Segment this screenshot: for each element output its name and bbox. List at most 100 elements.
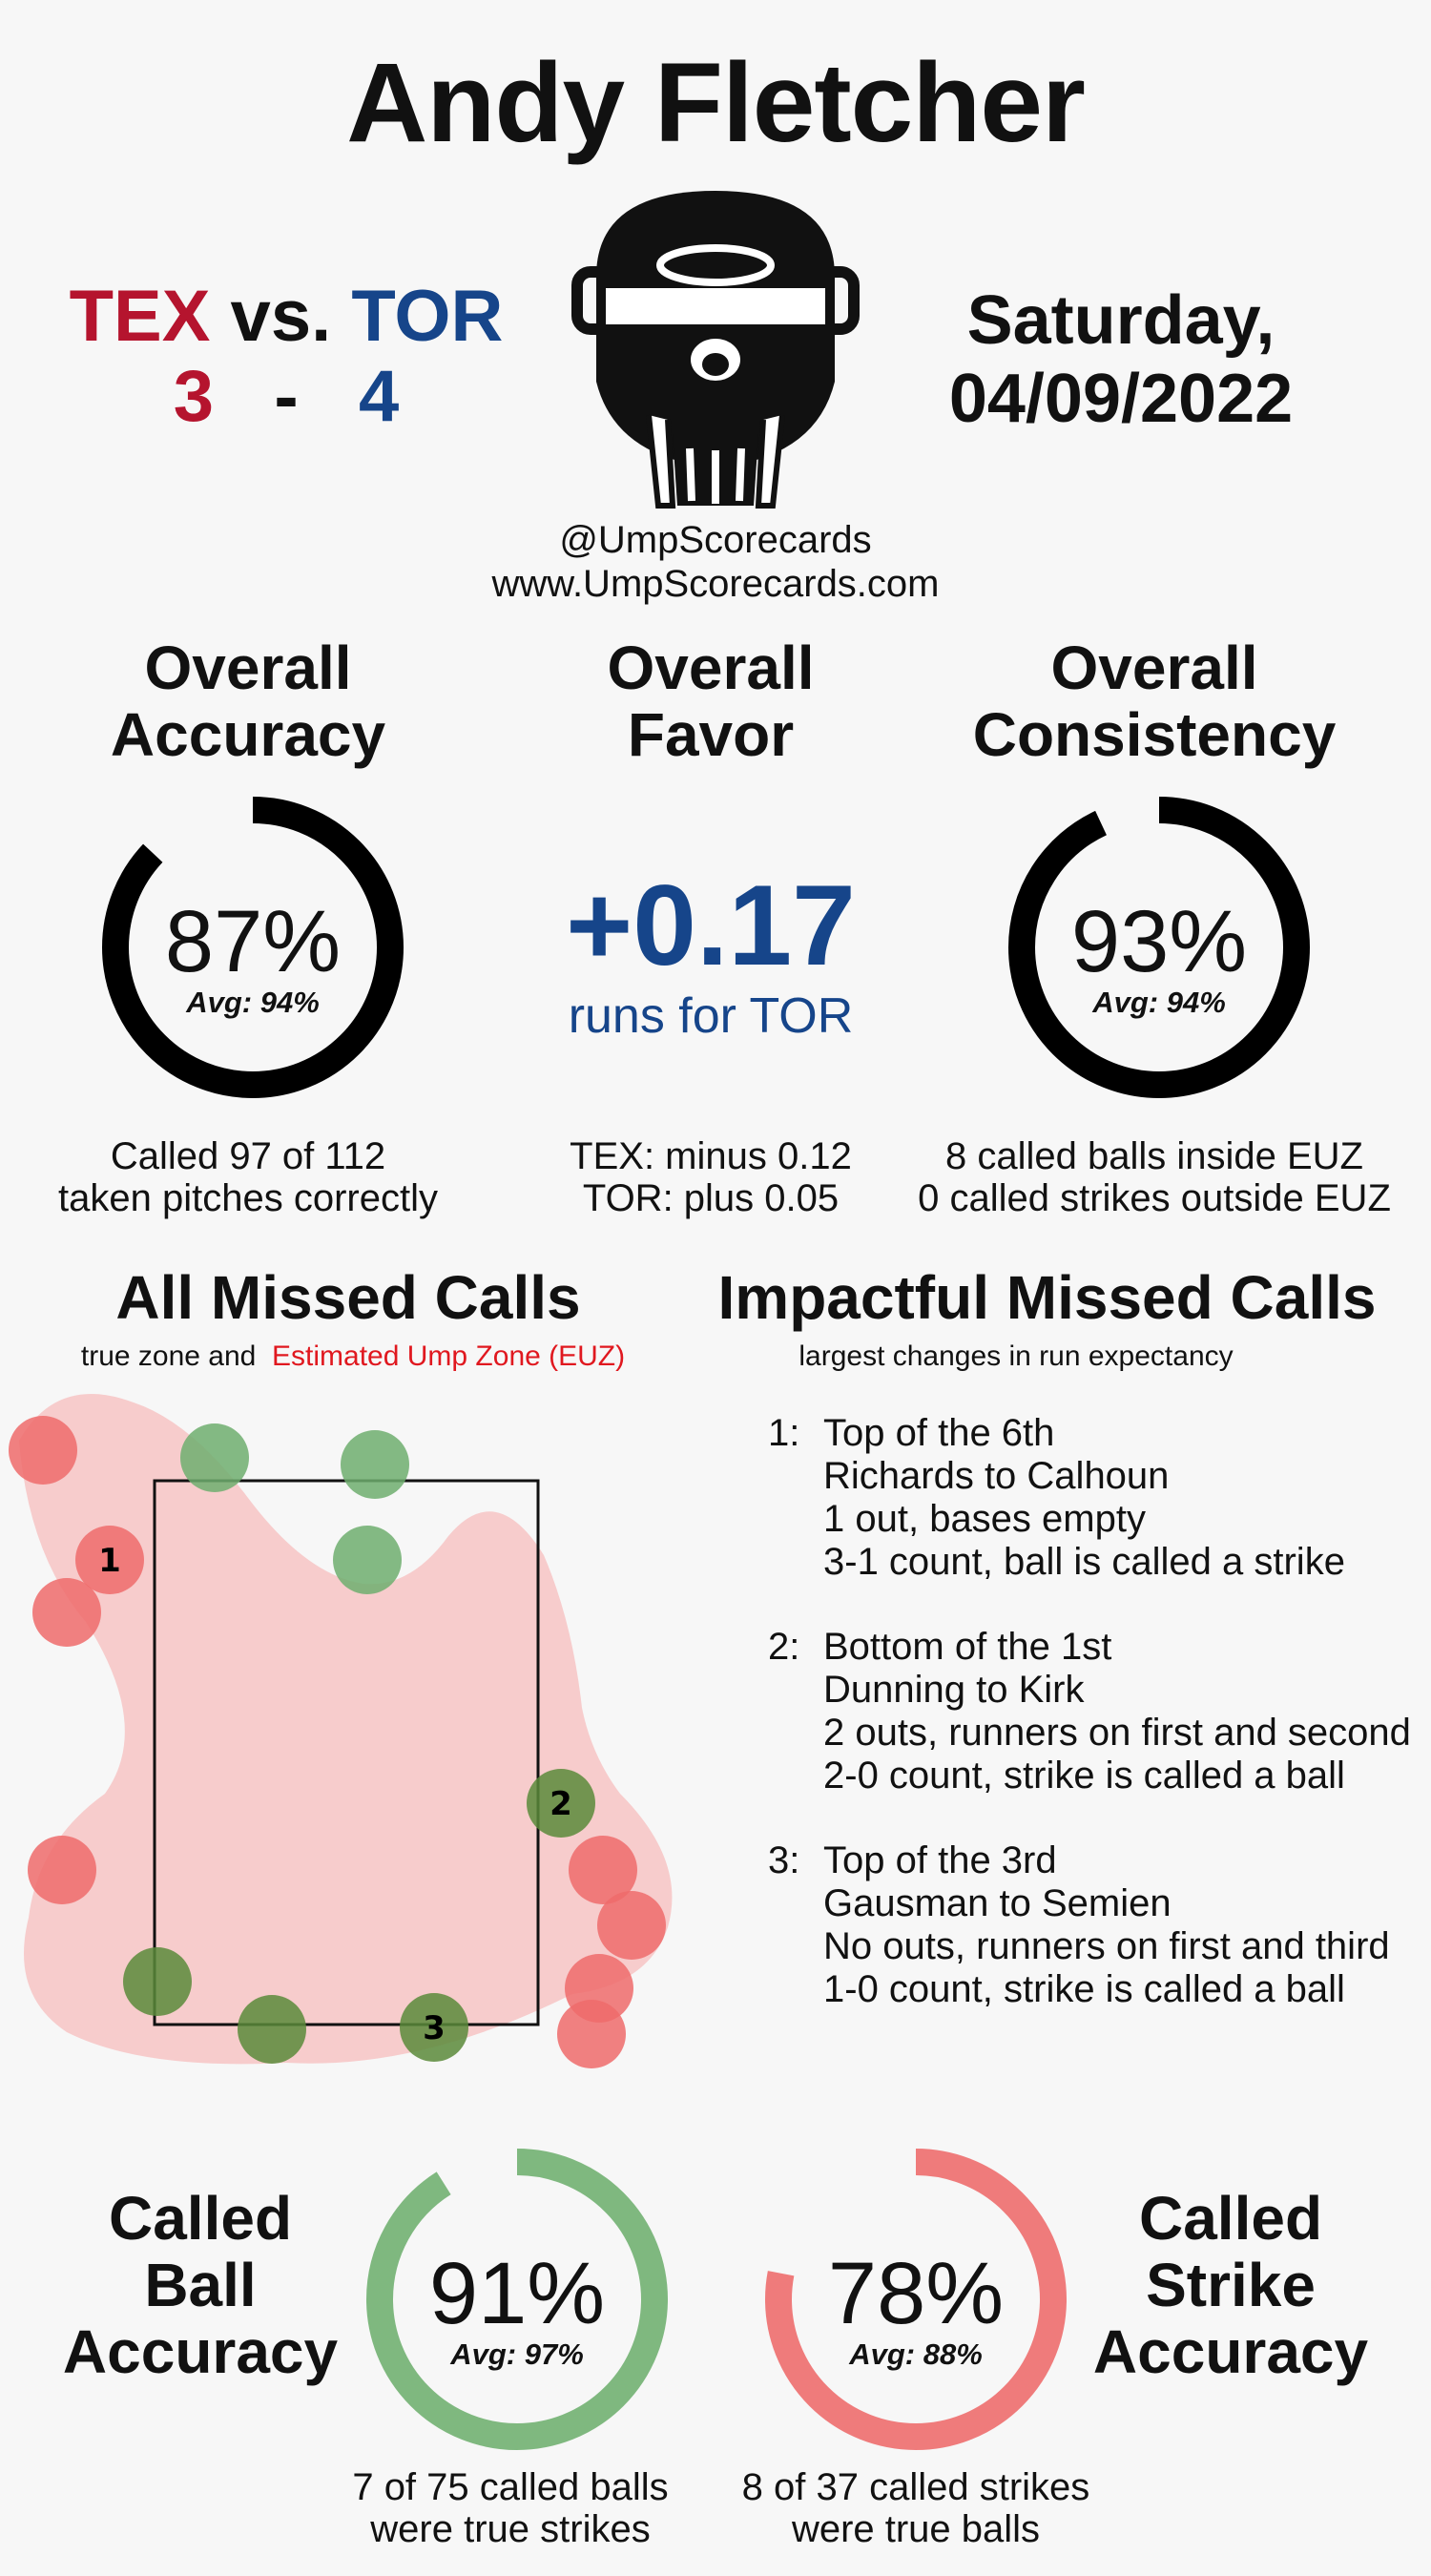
strike-ring-arc (765, 2149, 1067, 2450)
accuracy-ring-arc (102, 797, 404, 1098)
consistency-ring-arc (1008, 797, 1310, 1098)
team-line: TEX vs. TOR (57, 277, 515, 357)
ball-accuracy-avg: Avg: 97% (450, 2337, 584, 2371)
date-weekday: Saturday, (966, 282, 1275, 359)
call-matchup: Gausman to Semien (823, 1882, 1172, 1924)
strike-title-line3: Accuracy (1092, 2317, 1369, 2386)
credits: @UmpScorecards www.UmpScorecards.com (0, 518, 1431, 606)
call-situation: No outs, runners on first and third (823, 1925, 1390, 1967)
call-count: 3-1 count, ball is called a strike (823, 1541, 1345, 1583)
ball-accuracy-title: Called Ball Accuracy (38, 2185, 363, 2385)
date-value: 04/09/2022 (948, 361, 1294, 437)
impactful-subtitle: largest changes in run expectancy (798, 1340, 1234, 1372)
strike-desc-line1: 8 of 37 called strikes (741, 2466, 1090, 2508)
ball-title-line1: Called (108, 2184, 293, 2253)
consistency-title-line2: Consistency (972, 700, 1337, 769)
ball-call-marker (400, 1993, 468, 2062)
ball-accuracy-description: 7 of 75 called balls were true strikes (286, 2466, 735, 2550)
impactful-call-1: 1: Top of the 6th Richards to Calhoun 1 … (768, 1412, 1411, 1584)
missed-call-label-1: 1 (98, 1542, 121, 1580)
impactful-list: 1: Top of the 6th Richards to Calhoun 1 … (768, 1412, 1411, 2053)
ball-call-marker (180, 1423, 249, 1492)
ball-accuracy-value: 91% (428, 2245, 606, 2342)
favor-description: TEX: minus 0.12 TOR: plus 0.05 (496, 1135, 925, 1219)
call-matchup: Richards to Calhoun (823, 1455, 1170, 1497)
accuracy-title: Overall Accuracy (19, 634, 477, 768)
accuracy-ring: 87% Avg: 94% (91, 785, 415, 1110)
call-number: 2: (768, 1626, 800, 1668)
consistency-desc-line2: 0 called strikes outside EUZ (918, 1177, 1391, 1219)
consistency-title: Overall Consistency (916, 634, 1393, 768)
impactful-call-3: 3: Top of the 3rd Gausman to Semien No o… (768, 1839, 1411, 2011)
accuracy-avg: Avg: 94% (186, 986, 320, 1019)
consistency-desc-line1: 8 called balls inside EUZ (945, 1135, 1363, 1177)
strike-accuracy-ring: 78% Avg: 88% (754, 2137, 1078, 2462)
home-score: 4 (359, 356, 400, 437)
strike-call-marker (9, 1416, 77, 1485)
consistency-description: 8 called balls inside EUZ 0 called strik… (906, 1135, 1402, 1219)
accuracy-title-line2: Accuracy (110, 700, 386, 769)
call-situation: 2 outs, runners on first and second (823, 1712, 1411, 1754)
favor-value: +0.17 (566, 862, 856, 989)
strike-call-marker (75, 1526, 144, 1594)
ball-title-line3: Accuracy (62, 2317, 339, 2386)
consistency-value: 93% (1070, 893, 1248, 990)
twitter-handle[interactable]: @UmpScorecards (559, 519, 872, 561)
ball-desc-line1: 7 of 75 called balls (352, 2466, 669, 2508)
call-count: 1-0 count, strike is called a ball (823, 1968, 1345, 2010)
score-separator: - (274, 356, 299, 437)
strike-call-marker (557, 2000, 626, 2068)
vs-label: vs. (230, 276, 332, 357)
call-matchup: Dunning to Kirk (823, 1669, 1085, 1711)
consistency-avg: Avg: 94% (1092, 986, 1226, 1019)
matchup: TEX vs. TOR 3 - 4 (57, 277, 515, 437)
missed-calls-legend: true zone and Estimated Ump Zone (EUZ) (29, 1340, 677, 1373)
strike-accuracy-value: 78% (827, 2245, 1005, 2342)
game-date: Saturday, 04/09/2022 (859, 281, 1383, 438)
consistency-title-line1: Overall (1050, 634, 1258, 702)
ball-call-marker (527, 1769, 595, 1838)
ball-call-marker (123, 1947, 192, 2016)
favor-desc-line2: TOR: plus 0.05 (582, 1177, 840, 1219)
strike-desc-line2: were true balls (791, 2508, 1041, 2550)
away-score: 3 (173, 356, 214, 437)
euz-region (19, 1394, 673, 2065)
score-line: 3 - 4 (57, 357, 515, 437)
website-link[interactable]: www.UmpScorecards.com (491, 563, 940, 605)
call-inning: Top of the 3rd (823, 1839, 1057, 1881)
strike-call-marker (569, 1836, 637, 1904)
ball-call-marker (341, 1430, 409, 1499)
strike-title-line1: Called (1138, 2184, 1323, 2253)
accuracy-value: 87% (164, 893, 342, 990)
accuracy-desc-line2: taken pitches correctly (58, 1177, 438, 1219)
catcher-mask-icon (571, 191, 860, 509)
missed-call-label-2: 2 (550, 1785, 572, 1823)
accuracy-desc-line1: Called 97 of 112 (110, 1135, 386, 1177)
ball-title-line2: Ball (144, 2251, 257, 2319)
missed-calls-plot: 1 2 3 (9, 1394, 673, 2068)
favor-desc-line1: TEX: minus 0.12 (570, 1135, 852, 1177)
pitch-markers (9, 1416, 666, 2068)
strike-call-marker (597, 1891, 666, 1960)
call-situation: 1 out, bases empty (823, 1498, 1146, 1540)
ball-call-marker (333, 1526, 402, 1594)
call-count: 2-0 count, strike is called a ball (823, 1755, 1345, 1797)
strike-call-marker (32, 1578, 101, 1647)
favor-title-line1: Overall (607, 634, 815, 702)
accuracy-description: Called 97 of 112 taken pitches correctly (19, 1135, 477, 1219)
home-team: TOR (351, 276, 504, 357)
impactful-title: Impactful Missed Calls (717, 1263, 1377, 1332)
impactful-call-2: 2: Bottom of the 1st Dunning to Kirk 2 o… (768, 1626, 1411, 1797)
strike-accuracy-description: 8 of 37 called strikes were true balls (687, 2466, 1145, 2550)
strike-accuracy-title: Called Strike Accuracy (1068, 2185, 1393, 2385)
missed-call-label-3: 3 (423, 2009, 446, 2047)
accuracy-title-line1: Overall (144, 634, 352, 702)
call-number: 1: (768, 1412, 800, 1454)
call-inning: Top of the 6th (823, 1412, 1055, 1454)
ball-ring-arc (366, 2149, 668, 2450)
strike-accuracy-avg: Avg: 88% (849, 2337, 983, 2371)
legend-true-zone: true zone and (80, 1340, 257, 1372)
strike-call-marker (28, 1836, 96, 1904)
legend-euz: Estimated Ump Zone (EUZ) (272, 1340, 626, 1372)
missed-calls-title: All Missed Calls (115, 1263, 581, 1332)
